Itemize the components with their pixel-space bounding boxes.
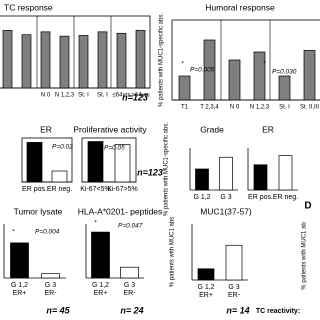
x-tick-label: Ki-67<5% [80,186,111,193]
bar [59,35,70,89]
bar [303,50,316,101]
bar [78,35,89,89]
x-tick-label: G 1,2 [193,194,210,201]
x-tick-label: ER neg. [47,186,72,193]
bar [87,141,104,183]
x-tick-label: ER+ [94,290,108,297]
x-tick-label: G 3 [220,194,231,201]
bar [203,39,216,101]
x-axis-label: TC reactivity: [256,308,300,315]
annotation: P=0.02 [52,144,73,151]
panel-letter: D [304,201,311,212]
panel-title: HLA-A*0201- peptides [78,206,163,216]
x-tick-label: N 0 [230,105,240,111]
x-tick-label: ER+ [13,290,27,297]
panel-title: Tumor lysate [14,206,63,216]
sample-size: n= 14 [226,305,249,315]
panel-title: MUC1(37-57) [200,206,252,216]
x-tick-label: ER neg. [273,194,298,201]
annotation: * [263,61,266,68]
bar [116,32,127,89]
sample-size: n= 24 [120,305,143,315]
bar [278,155,293,191]
x-tick-label: Ki-67>5% [107,186,138,193]
bar [278,75,291,101]
x-tick-label: ER- [44,290,57,297]
x-tick-label: St. I [97,93,108,99]
bar [40,31,51,89]
annotation: * [181,61,184,68]
sample-size: n=123 [137,167,163,177]
x-tick-label: G 3 [45,282,56,289]
annotation: P=0.05 [104,145,125,152]
y-axis-label: % patients with MUC1 ab [302,222,308,290]
bar [228,59,241,101]
bar [253,164,268,191]
x-tick-label: ER pos. [22,186,47,193]
panel-frame [171,19,320,101]
x-tick-label: St. I [78,93,89,99]
x-tick-label: T 2,3,4 [200,105,219,111]
bar [225,244,243,281]
sample-size: n=123 [122,92,148,102]
bar [120,266,139,279]
bar [10,242,29,279]
bar [114,144,131,183]
x-tick-label: N 0 [41,93,51,99]
bar [91,231,110,279]
bar [178,75,191,101]
x-tick-label: ER- [123,290,136,297]
bar [135,30,146,89]
x-tick-label: N 1,2,3 [55,93,75,99]
bar [195,168,209,191]
x-tick-label: St. II,III [300,105,319,111]
annotation: * [94,220,97,227]
bar [21,34,32,89]
bar [97,31,108,89]
x-tick-label: G 1,2 [11,282,28,289]
y-axis-label: % patients with MUC1 abs [170,217,176,287]
annotation: P=0.030 [272,69,297,76]
annotation: P=0.005 [190,67,215,74]
x-tick-label: ≤64yrs [113,93,131,99]
panel-title: TC response [4,2,53,12]
bar [41,273,60,279]
bar [2,30,13,89]
x-tick-label: N 1,2,3 [250,105,270,111]
annotation: * [12,229,15,236]
x-tick-label: ER+ [199,292,213,299]
x-tick-label: G 1,2 [92,282,109,289]
x-tick-label: G 3 [124,282,135,289]
panel-title: Proliferative activity [73,124,147,134]
x-tick-label: T1 [181,105,189,111]
annotation: P=0.004 [35,229,60,236]
panel-title: ER [40,124,52,134]
bar [51,170,68,183]
x-tick-label: G 1,2 [197,284,214,291]
x-tick-label: ER pos. [248,194,273,201]
panel-title: ER [262,124,274,134]
bar [219,156,233,191]
bar [26,142,43,183]
panel-title: Grade [200,124,224,134]
y-axis-label: % patients with MUC1-specific abs. [159,13,165,107]
x-tick-label: ER- [228,292,241,299]
bar [253,51,266,101]
sample-size: n= 45 [46,305,70,315]
x-tick-label: G 3 [228,284,239,291]
x-tick-label: >64yrs [131,93,149,99]
x-tick-label: St. I [279,105,290,111]
annotation: * [32,143,35,150]
y-axis-label: % patients with MUC1-specific abs. [164,122,170,216]
bar [197,268,215,281]
annotation: P=0.047 [118,223,143,230]
panel-title: Humoral response [205,2,275,12]
